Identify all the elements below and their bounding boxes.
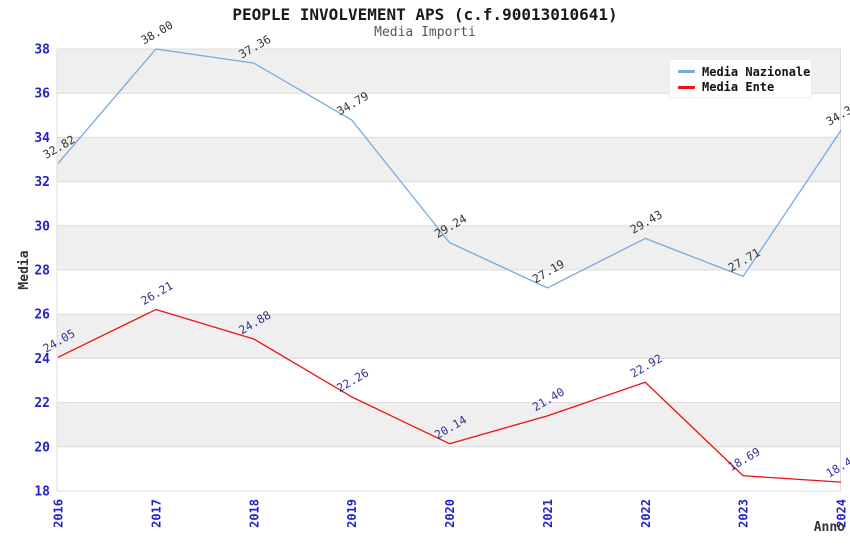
band	[57, 137, 841, 182]
y-tick-label: 18	[34, 485, 50, 500]
series-line-1	[57, 308, 842, 483]
y-tick-label: 22	[34, 396, 50, 411]
y-tick-label: 36	[34, 87, 50, 102]
y-tick-label: 34	[34, 131, 50, 146]
data-label: 18.40	[824, 451, 850, 480]
x-tick-label: 2022	[639, 499, 653, 528]
y-tick-label: 24	[34, 352, 50, 367]
y-tick-label: 28	[34, 264, 50, 279]
data-label: 38.00	[138, 18, 175, 47]
legend-label: Media Nazionale	[702, 64, 811, 79]
legend-label: Media Ente	[702, 80, 775, 95]
chart-subtitle: Media Importi	[374, 25, 476, 40]
band	[57, 314, 841, 359]
x-tick-label: 2021	[541, 499, 555, 528]
data-label: 26.21	[138, 278, 175, 307]
legend: Media Nazionale Media Ente	[669, 59, 812, 98]
band	[57, 402, 841, 447]
y-tick-label: 38	[34, 43, 50, 58]
band	[57, 225, 841, 270]
data-label: 34.32	[824, 99, 850, 128]
legend-line-sample-ente	[678, 85, 695, 89]
x-tick-label: 2023	[737, 499, 751, 528]
x-tick-label: 2017	[149, 499, 163, 528]
legend-item-media-ente: Media Ente	[678, 80, 805, 95]
x-tick-label: 2016	[52, 499, 66, 528]
legend-item-media-nazionale: Media Nazionale	[678, 64, 810, 79]
legend-line-sample-nazionale	[678, 70, 695, 74]
x-tick-label: 2024	[835, 499, 849, 528]
y-tick-label: 32	[34, 175, 50, 190]
data-label: 18.69	[726, 445, 763, 474]
x-tick-label: 2018	[247, 499, 261, 528]
chart-title: PEOPLE INVOLVEMENT APS (c.f.90013010641)	[232, 5, 618, 24]
y-tick-label: 30	[34, 219, 50, 234]
x-axis-title: Anno	[814, 520, 845, 535]
series-line-0	[57, 48, 842, 289]
y-tick-label: 26	[34, 308, 50, 323]
data-label: 22.26	[334, 366, 371, 395]
x-tick-label: 2019	[345, 499, 359, 528]
y-axis-title: Media	[17, 250, 32, 289]
x-tick-label: 2020	[443, 499, 457, 528]
y-tick-label: 20	[34, 440, 50, 455]
